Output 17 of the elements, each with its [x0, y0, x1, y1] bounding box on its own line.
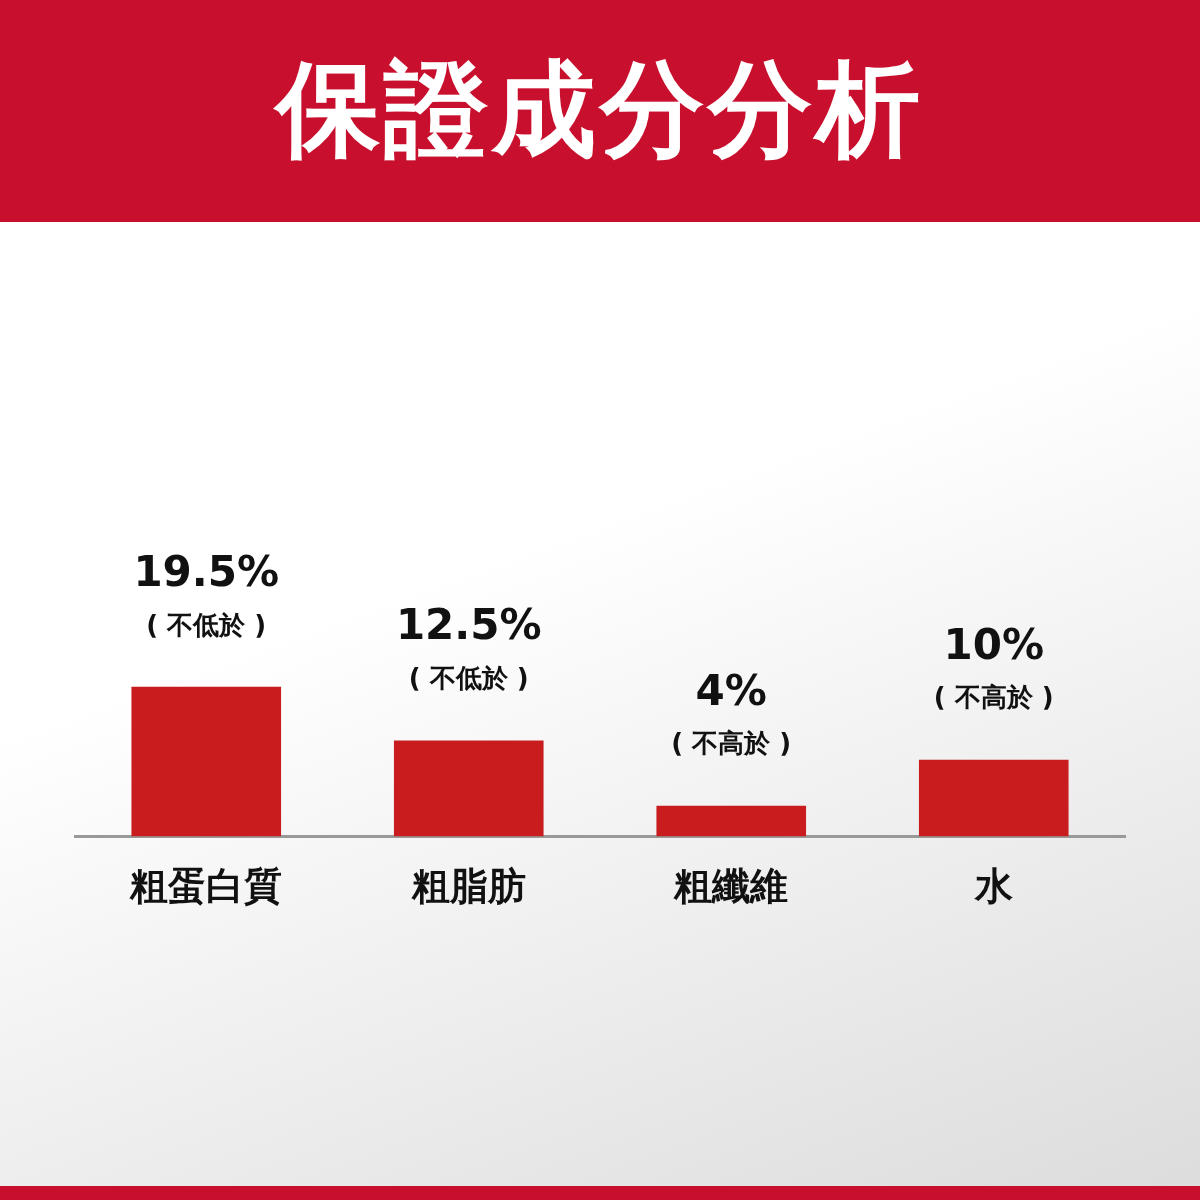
data-label: 12.5% — [395, 600, 542, 650]
x-tick-label: 粗纖維 — [673, 864, 789, 909]
bar — [393, 740, 544, 837]
chart-title: 保證成分分析 — [0, 0, 1200, 222]
x-tick-label: 粗脂肪 — [410, 864, 526, 909]
data-label: 10% — [943, 619, 1045, 669]
x-tick-label: 水 — [973, 864, 1013, 909]
x-tick-label: 粗蛋白質 — [129, 864, 283, 909]
bar — [656, 805, 807, 837]
bar — [918, 759, 1069, 837]
bar — [131, 686, 282, 837]
data-label: 4% — [695, 665, 767, 715]
annotation: ( 不高於 ) — [933, 682, 1054, 713]
data-label: 19.5% — [133, 546, 280, 596]
annotation: ( 不低於 ) — [146, 609, 267, 640]
annotation: ( 不低於 ) — [408, 663, 529, 694]
annotation: ( 不高於 ) — [671, 728, 792, 759]
